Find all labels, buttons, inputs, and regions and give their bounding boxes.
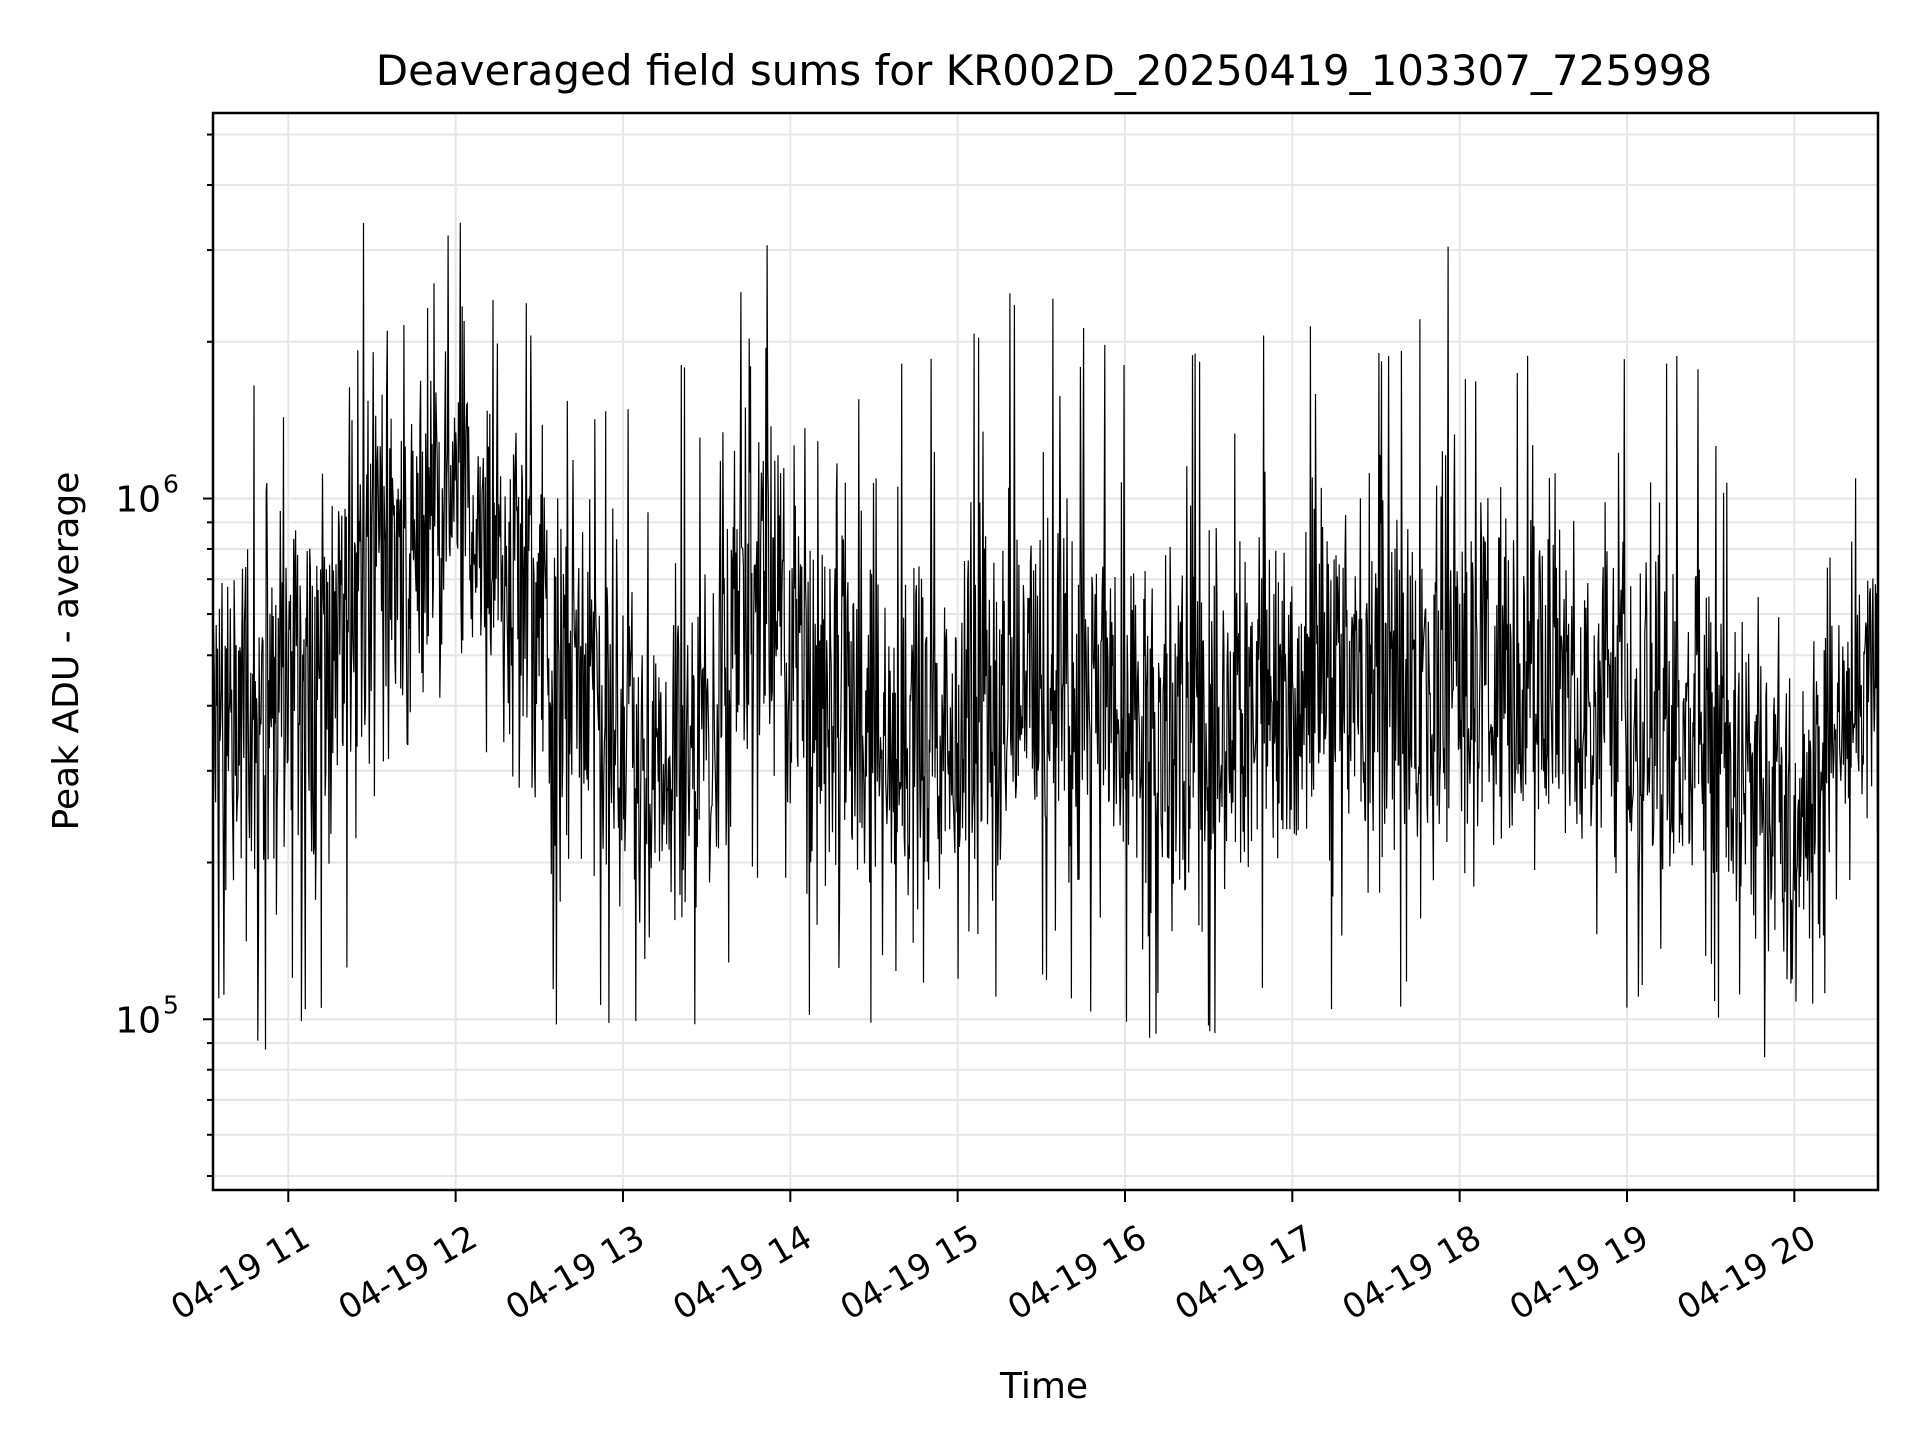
chart-title: Deaveraged field sums for KR002D_2025041… bbox=[376, 46, 1713, 95]
y-axis-label: Peak ADU - average bbox=[46, 472, 87, 831]
series-line bbox=[212, 222, 1879, 1058]
y-tick-label: 10 bbox=[115, 1000, 161, 1041]
y-tick-label-exponent: 6 bbox=[163, 470, 179, 499]
plot-frame bbox=[211, 111, 1880, 1192]
series-group bbox=[212, 222, 1879, 1058]
y-tick-label: 10 bbox=[115, 480, 161, 521]
x-axis-label: Time bbox=[999, 1366, 1088, 1407]
y-tick-label-exponent: 5 bbox=[163, 990, 179, 1019]
